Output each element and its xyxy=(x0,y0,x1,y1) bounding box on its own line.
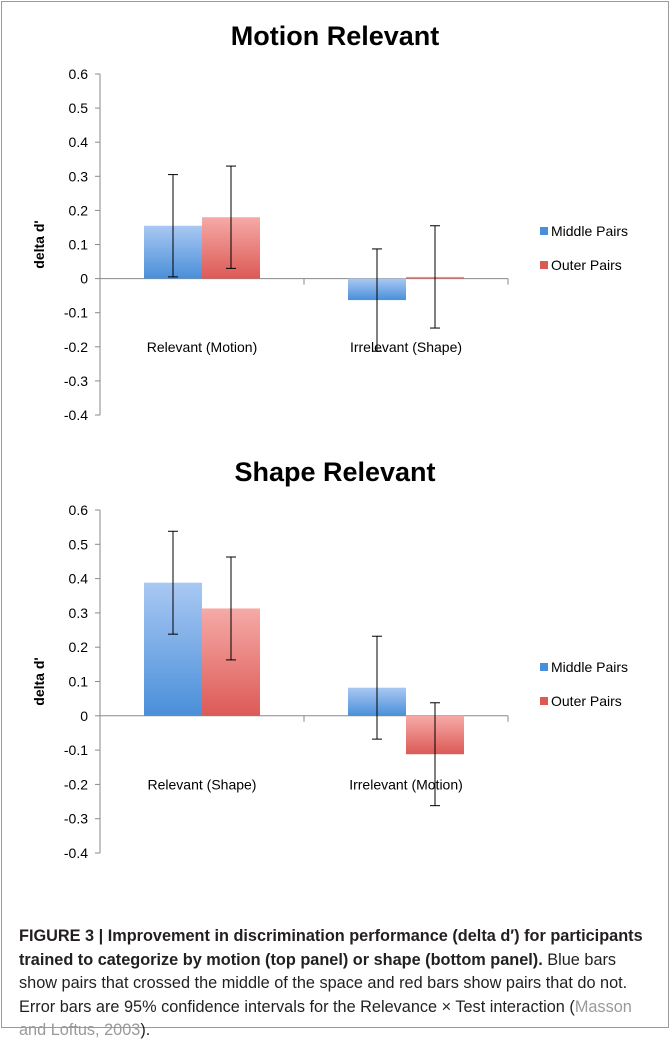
top-category-label: Irrelevant (Shape) xyxy=(350,339,462,355)
bottom-y-tick-label: -0.1 xyxy=(64,742,88,758)
bottom-y-tick-label: 0.5 xyxy=(69,536,89,552)
chart-shape-relevant: Shape Relevant delta d' 0.6 0.5 0.4 0.3 0.2 0.1… xyxy=(31,457,628,861)
bottom-y-axis-label: delta d' xyxy=(31,657,47,705)
top-y-tick-label: 0.6 xyxy=(69,66,89,82)
bottom-y-tick-label: -0.4 xyxy=(64,845,88,861)
top-y-tick-label: 0 xyxy=(80,271,88,287)
bottom-legend-swatch-outer xyxy=(540,697,548,705)
bottom-y-tick-label: 0.3 xyxy=(69,605,89,621)
top-legend-swatch-outer xyxy=(540,261,548,269)
top-y-tick-label: -0.3 xyxy=(64,373,88,389)
bottom-legend-swatch-middle xyxy=(540,663,548,671)
top-legend-swatch-middle xyxy=(540,227,548,235)
bottom-y-tick-label: 0.6 xyxy=(69,502,89,518)
top-y-tick-label: -0.2 xyxy=(64,339,88,355)
bottom-category-label: Irrelevant (Motion) xyxy=(349,776,463,792)
top-category-label: Relevant (Motion) xyxy=(147,339,258,355)
top-legend-label-middle: Middle Pairs xyxy=(551,223,628,239)
bottom-title: Shape Relevant xyxy=(234,457,435,487)
top-title: Motion Relevant xyxy=(231,21,440,51)
top-y-axis-label: delta d' xyxy=(31,220,47,268)
bottom-y-tick-label: 0 xyxy=(80,708,88,724)
top-y-tick-label: 0.5 xyxy=(69,100,89,116)
bottom-y-tick-label: 0.2 xyxy=(69,639,89,655)
bottom-y-tick-label: -0.3 xyxy=(64,811,88,827)
figure-caption: FIGURE 3 | Improvement in discrimination… xyxy=(19,925,657,1043)
bottom-y-tick-label: 0.4 xyxy=(69,571,89,587)
caption-bold: FIGURE 3 | Improvement in discrimination… xyxy=(19,927,643,969)
top-legend-label-outer: Outer Pairs xyxy=(551,257,622,273)
top-y-tick-label: 0.3 xyxy=(69,168,89,184)
top-y-tick-label: 0.4 xyxy=(69,134,89,150)
top-y-tick-label: 0.2 xyxy=(69,202,89,218)
bottom-y-tick-label: -0.2 xyxy=(64,776,88,792)
top-y-tick-label: 0.1 xyxy=(69,237,89,253)
bottom-category-label: Relevant (Shape) xyxy=(148,776,257,792)
chart-motion-relevant: Motion Relevant delta d' 0.6 0.5 0.4 0.3 0.2 0.… xyxy=(31,21,628,423)
bottom-legend-label-middle: Middle Pairs xyxy=(551,659,628,675)
top-y-tick-label: -0.1 xyxy=(64,305,88,321)
caption-end: ). xyxy=(140,1021,151,1039)
bottom-y-tick-label: 0.1 xyxy=(69,674,89,690)
caption-text: Blue bars show pairs that crossed the mi… xyxy=(19,950,628,1016)
top-y-tick-label: -0.4 xyxy=(64,407,88,423)
bottom-legend-label-outer: Outer Pairs xyxy=(551,693,622,709)
